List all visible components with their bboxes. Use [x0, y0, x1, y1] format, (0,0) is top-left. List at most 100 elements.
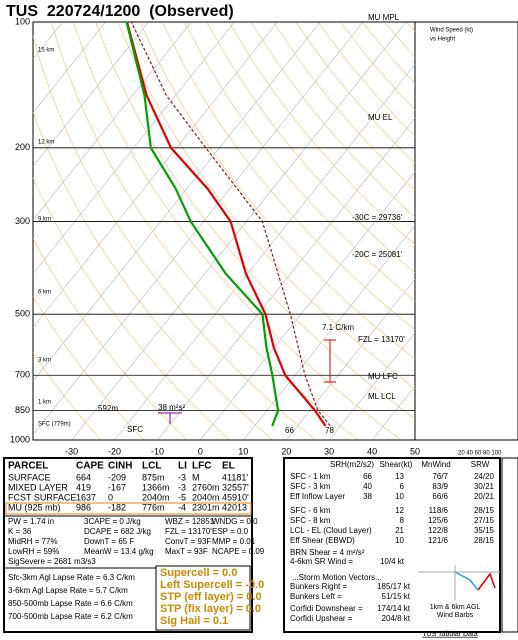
table-cell: FCST SURFACE [8, 492, 76, 502]
height-label: SFC (779m) [38, 422, 71, 428]
isotherm-grid [286, 278, 415, 440]
table-cell: 664 [76, 472, 91, 482]
index: DownT = 65 F [84, 537, 134, 546]
table-cell: 122/8 [428, 526, 449, 535]
x-tick-label: 40 [367, 446, 377, 456]
isotherm [33, 22, 321, 382]
index: MeanW = 13.4 g/kg [84, 547, 154, 556]
side-box [501, 457, 518, 633]
table-cell: MIXED LAYER [8, 482, 68, 492]
index: MMP = 0.01 [212, 537, 256, 546]
table-cell: -182 [108, 502, 126, 512]
annotation: ML LCL [368, 392, 396, 401]
annotation: SFC [127, 425, 143, 434]
y-tick-label: 700 [15, 370, 30, 380]
storm-label: Bunkers Left = [290, 592, 342, 601]
table-cell: SFC - 1 km [290, 472, 331, 481]
table-cell: 2760m [192, 482, 220, 492]
table-cell: 45910' [222, 492, 249, 502]
storm-title: ...Storm Motion Vectors... [292, 573, 382, 582]
table-cell: 6 [400, 482, 405, 491]
table-cell: -5 [178, 492, 186, 502]
table-cell: SFC - 3 km [290, 482, 331, 491]
x-tick-label: -10 [151, 446, 164, 456]
annotation: -20C = 25081' [352, 250, 403, 259]
table-cell: 83/9 [432, 482, 448, 491]
table-cell: 8 [400, 516, 405, 525]
lapse-rate: 700-500mb Lapse Rate = 6.2 C/km [8, 612, 133, 621]
dry-adiabat [206, 22, 415, 274]
hodograph-1km [454, 571, 479, 591]
lapse-rate: 3-6km Agl Lapse Rate = 5.7 C/km [8, 586, 128, 595]
table-cell: 32557' [222, 482, 249, 492]
table-cell: 66/6 [432, 492, 448, 501]
table-cell: 76/7 [432, 472, 448, 481]
plot-frame [32, 21, 416, 441]
table-cell: MU (925 mb) [8, 502, 61, 512]
index: ConvT = 93F [165, 537, 211, 546]
annotation: 38 m²s² [158, 403, 185, 412]
annotation: FZL = 13170' [358, 335, 405, 344]
wind-panel [414, 21, 518, 441]
table-cell: 66 [363, 472, 372, 481]
table-cell: -209 [108, 472, 126, 482]
y-tick-label: 850 [15, 405, 30, 415]
isotherm [33, 22, 149, 167]
sr-wind: 4-6km SR Wind = [290, 557, 353, 566]
isotherm-grid [157, 117, 415, 440]
hodo-label: Wind Barbs [437, 612, 474, 619]
profile-line [125, 22, 327, 427]
table-cell: 38 [363, 492, 372, 501]
tabular-link[interactable]: TUS Tabular Data [422, 631, 478, 638]
brn: BRN Shear = 4 m²/s² [290, 548, 365, 557]
index: ESP = 0.0 [212, 527, 249, 536]
x-tick-label: 20 [281, 446, 291, 456]
composite: STP (eff layer) = 0.0 [160, 591, 262, 603]
x-tick-label: 0 [198, 446, 203, 456]
x-tick-label: 50 [410, 446, 420, 456]
table-header: Shear(kt) [380, 460, 413, 469]
table-header: LFC [192, 461, 211, 472]
index: K = 36 [8, 527, 32, 536]
isotherm-grid [243, 224, 415, 440]
table-cell: LCL - EL (Cloud Layer) [290, 526, 372, 535]
table-cell: 30/21 [474, 482, 495, 491]
table-cell: 121/6 [428, 536, 449, 545]
y-tick-label: 500 [15, 309, 30, 319]
profile-line [125, 22, 280, 427]
composite: Sig Hail = 0.1 [160, 615, 228, 627]
dry-adiabat [184, 22, 415, 302]
table-header: EL [222, 461, 235, 472]
table-cell: 986 [76, 502, 91, 512]
composite: STP (fix layer) = 0.0 [160, 603, 261, 615]
table-cell: -3 [178, 472, 186, 482]
composite-box [155, 565, 251, 631]
y-tick-label: 1000 [10, 434, 30, 444]
annotation: 7.1 C/km [322, 323, 354, 332]
index: LowRH = 59% [8, 547, 59, 556]
table-cell: 13 [395, 472, 404, 481]
table-header: LCL [142, 461, 161, 472]
storm-label: Corfidi Downshear = [290, 604, 363, 613]
height-label: 15 km [38, 48, 54, 54]
background-lines [33, 22, 415, 440]
index: MaxT = 93F [165, 547, 208, 556]
y-tick-label: 300 [15, 216, 30, 226]
isotherm [33, 22, 278, 328]
table-cell: -3 [178, 482, 186, 492]
lapse-rate: 850-500mb Lapse Rate = 6.6 C/km [8, 599, 133, 608]
table-cell: 1366m [142, 482, 170, 492]
annotation: vs Height [430, 37, 455, 43]
foreground: -30 -20 -10 0 10 20 30 40 50 100 200 300 500 700 850 10… [10, 13, 502, 456]
table-header: CAPE [76, 461, 104, 472]
index: WBZ = 12851' [165, 517, 216, 526]
dry-adiabat [117, 22, 415, 390]
table-cell: 42013 [222, 502, 247, 512]
storm-label: Corfidi Upshear = [290, 614, 353, 623]
table-cell: SFC - 8 km [290, 516, 331, 525]
y-tick-label: 100 [15, 16, 30, 26]
x-tick-label: -30 [65, 446, 78, 456]
x-tick-label: 30 [324, 446, 334, 456]
index: 3CAPE = 0 J/kg [84, 517, 141, 526]
